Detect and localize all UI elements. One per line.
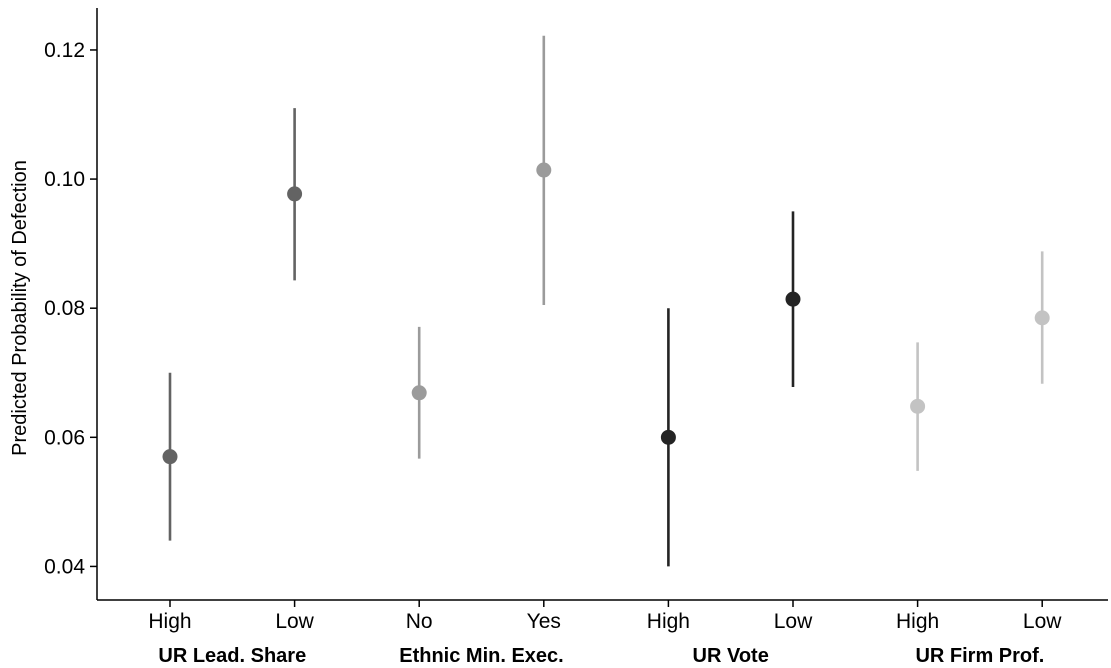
group-label: UR Vote (693, 645, 769, 667)
x-tick-label: Low (774, 610, 813, 633)
x-tick-label: High (896, 610, 939, 633)
point-estimate (1034, 310, 1050, 326)
y-tick-label: 0.08 (44, 297, 85, 320)
point-estimate (536, 162, 552, 178)
point-estimate (910, 398, 926, 414)
point-estimate (411, 385, 427, 401)
x-tick-label: Low (1023, 610, 1062, 633)
x-tick-label: Low (275, 610, 314, 633)
group-label: Ethnic Min. Exec. (399, 645, 563, 667)
y-tick-label: 0.12 (44, 39, 85, 62)
point-estimate (785, 291, 801, 307)
x-tick-label: High (647, 610, 690, 633)
point-estimate (162, 449, 178, 465)
y-tick-label: 0.06 (44, 426, 85, 449)
x-tick-label: No (406, 610, 433, 633)
point-estimate (660, 429, 676, 445)
y-tick-label: 0.10 (44, 168, 85, 191)
point-estimate (287, 186, 303, 202)
y-tick-label: 0.04 (44, 555, 85, 578)
x-tick-label: Yes (527, 610, 561, 633)
x-tick-label: High (148, 610, 191, 633)
y-axis-title: Predicted Probability of Defection (9, 160, 31, 456)
group-label: UR Lead. Share (158, 645, 306, 667)
group-label: UR Firm Prof. (915, 645, 1044, 667)
